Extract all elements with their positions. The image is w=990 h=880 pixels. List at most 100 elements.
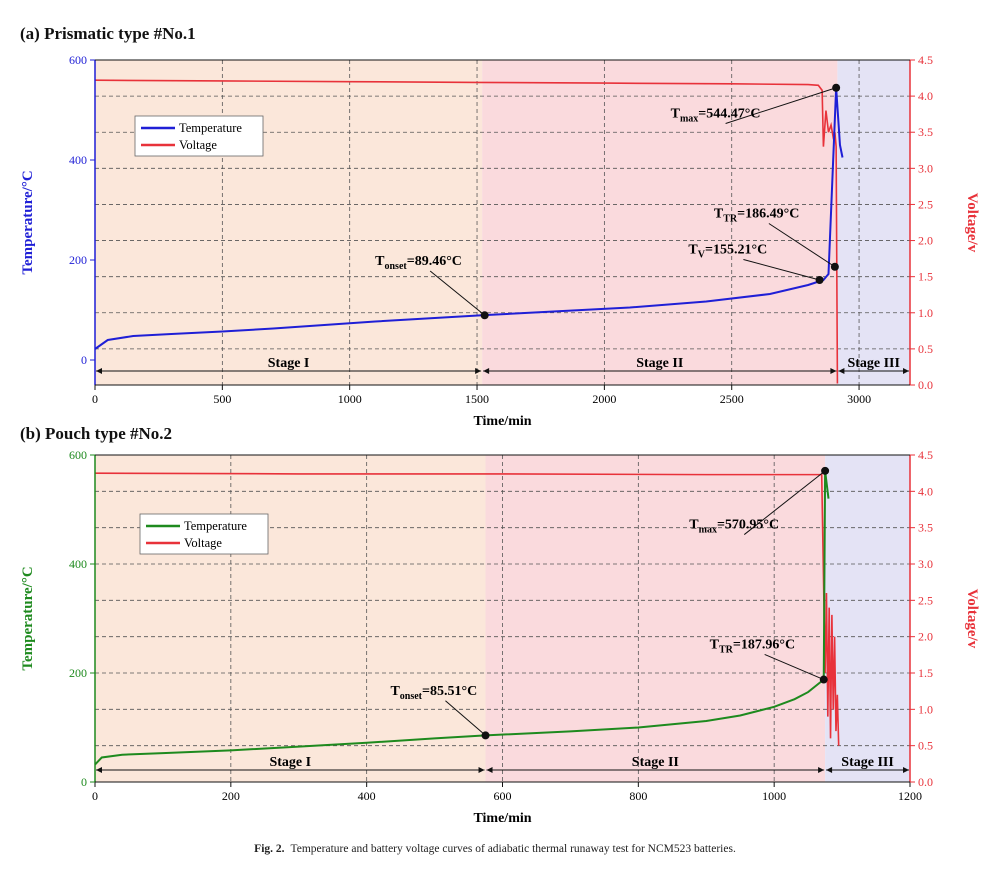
annotation-marker [832,83,841,92]
x-tick-label: 0 [92,789,98,803]
x-tick-label: 200 [222,789,240,803]
y-tick-label-right: 4.0 [918,89,933,103]
annotation-leader [725,87,837,124]
x-tick-label: 400 [358,789,376,803]
stage-label: Stage II [636,356,683,371]
y-tick-label-right: 3.5 [918,521,933,535]
stage-arrowhead [483,368,490,374]
panel-a-title: (a) Prismatic type #No.1 [20,24,196,43]
stage-background [825,455,910,782]
annotation-symbol: T [671,107,681,122]
caption-text: Temperature and battery voltage curves o… [290,843,736,855]
annotation-value: =89.46°C [407,254,462,269]
stage-label: Stage I [268,356,310,371]
x-tick-label: 2500 [720,392,744,406]
y-axis-label-left: Temperature/°C [20,566,36,670]
y-tick-label-right: 1.5 [918,666,933,680]
annotation-label: Tonset=85.51°C [390,684,477,702]
x-tick-label: 1000 [338,392,362,406]
annotation-label: TV=155.21°C [688,243,767,261]
annotation-marker [481,731,490,740]
stage-background [95,60,483,385]
annotation-label: TTR=187.96°C [710,637,795,655]
y-tick-label-left: 600 [69,53,87,67]
x-tick-label: 2000 [592,392,616,406]
chart-b-pouch: Stage I Stage II Stage III 0 200 400 600 800 100… [20,448,980,826]
stage-arrowhead [826,767,833,773]
stage-label: Stage III [841,755,894,770]
annotation-value: =155.21°C [705,243,767,258]
stage-arrowhead [903,368,909,374]
temperature-series-line [94,87,844,350]
annotation-value: =85.51°C [422,684,477,699]
y-tick-label-right: 1.5 [918,270,933,284]
y-axis-label-right: Voltage/v [964,193,980,253]
y-axis-label-left: Temperature/°C [20,170,36,274]
annotation-symbol: T [689,518,699,533]
annotation-value: =186.49°C [737,207,799,222]
y-tick-label-right: 3.0 [918,557,933,571]
annotation-label: Tonset=89.46°C [375,254,462,272]
x-tick-label: 1200 [898,789,922,803]
y-tick-label-right: 2.5 [918,197,933,211]
y-tick-label-right: 1.0 [918,702,933,716]
y-tick-label-right: 2.5 [918,593,933,607]
y-tick-label-left: 400 [69,153,87,167]
y-tick-label-left: 0 [81,775,87,789]
y-tick-label-right: 0.5 [918,342,933,356]
x-axis-label: Time/min [473,811,531,826]
y-tick-label-left: 400 [69,557,87,571]
y-tick-label-right: 0.0 [918,378,933,392]
annotation-marker [815,276,824,284]
annotation-subscript: TR [719,644,734,655]
y-axis-label-right: Voltage/v [964,589,980,649]
annotation-marker [830,262,839,271]
stage-background [482,60,838,385]
annotation-leader [743,259,820,281]
x-tick-label: 0 [92,392,98,406]
annotation-symbol: T [390,684,400,699]
stage-background [485,455,826,782]
annotation-symbol: T [710,637,720,652]
x-tick-label: 3000 [847,392,871,406]
y-tick-label-left: 600 [69,448,87,462]
temperature-series-line [94,470,830,766]
x-tick-label: 1500 [465,392,489,406]
stage-arrowhead [818,767,825,773]
stage-arrowhead [96,368,102,374]
stage-background [95,455,486,782]
annotation-leader [768,223,836,268]
stage-arrowhead [838,368,845,374]
stage-arrowhead [830,368,837,374]
y-tick-label-right: 2.0 [918,234,933,248]
y-tick-label-right: 1.0 [918,306,933,320]
annotation-subscript: max [680,114,698,125]
stage-label: Stage II [632,755,679,770]
annotation-marker [819,675,828,684]
y-tick-label-right: 0.5 [918,739,933,753]
x-tick-label: 1000 [762,789,786,803]
annotation-label: Tmax=544.47°C [671,107,761,125]
annotation-subscript: V [698,250,706,261]
stage-background [837,60,910,385]
y-tick-label-right: 2.0 [918,630,933,644]
annotation-subscript: max [699,525,717,536]
annotation-marker [821,466,830,475]
x-axis-label: Time/min [473,414,531,425]
legend-label-temperature: Temperature [179,121,242,135]
y-tick-label-right: 3.0 [918,161,933,175]
y-tick-label-right: 0.0 [918,775,933,789]
legend-box [139,513,269,555]
annotation-subscript: TR [723,214,738,225]
annotation-value: =570.95°C [717,518,779,533]
annotation-label: Tmax=570.95°C [689,518,779,536]
legend-label-voltage: Voltage [179,138,217,152]
legend-label-voltage: Voltage [184,536,222,550]
annotation-marker [480,311,489,320]
annotation-value: =544.47°C [698,107,760,122]
x-tick-label: 500 [213,392,231,406]
stage-arrowhead [486,767,493,773]
y-tick-label-left: 0 [81,353,87,367]
stage-arrowhead [475,368,482,374]
